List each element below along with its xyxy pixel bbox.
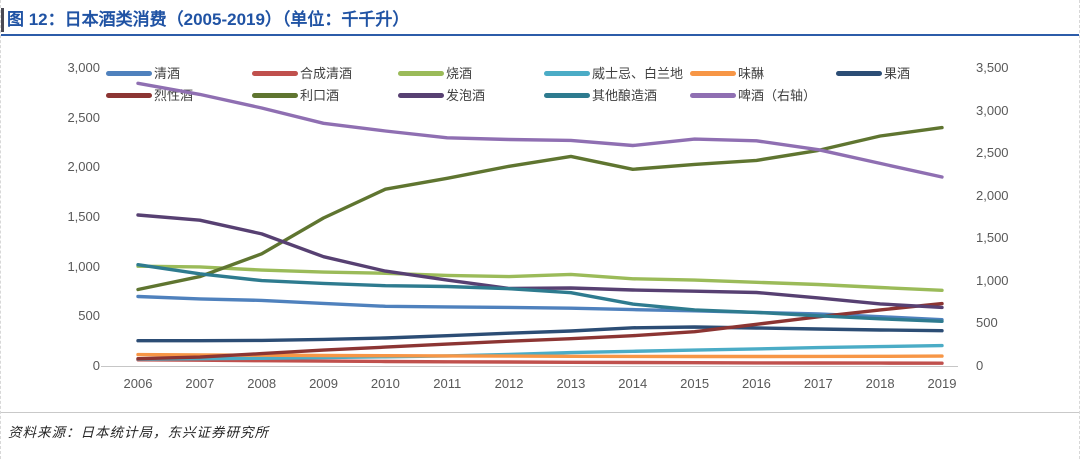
x-axis-tick: 2014 bbox=[618, 376, 648, 391]
title-divider bbox=[1, 34, 1079, 36]
series-line-9 bbox=[136, 213, 944, 310]
legend-item-7: 烈性酒 bbox=[106, 85, 194, 103]
x-axis-tick: 2017 bbox=[803, 376, 833, 391]
right-axis-tick: 1,500 bbox=[976, 230, 1009, 246]
legend-item-6: 果酒 bbox=[836, 63, 911, 81]
left-axis-tick: 2,000 bbox=[67, 159, 100, 175]
legend-label: 威士忌、白兰地 bbox=[592, 66, 684, 81]
left-axis-tick: 0 bbox=[92, 358, 100, 373]
left-axis-tick: 3,000 bbox=[67, 60, 100, 75]
x-axis-tick: 2010 bbox=[370, 376, 400, 391]
legend-swatch-icon bbox=[544, 71, 590, 76]
legend-item-1: 清酒 bbox=[106, 63, 181, 81]
legend-swatch-icon bbox=[398, 71, 444, 76]
figure-title-bar: 图 12：日本酒类消费（2005-2019）（单位：千千升） bbox=[1, 7, 409, 33]
x-axis-tick: 2011 bbox=[433, 376, 462, 391]
legend-swatch-icon bbox=[106, 71, 152, 76]
title-accent-bar bbox=[1, 8, 4, 32]
series-line-8 bbox=[136, 125, 944, 292]
x-axis-tick: 2018 bbox=[865, 376, 895, 391]
legend-item-2: 合成清酒 bbox=[252, 63, 353, 81]
left-axis-tick: 2,500 bbox=[67, 109, 100, 125]
series-line-1 bbox=[136, 294, 944, 322]
legend-swatch-icon bbox=[252, 93, 298, 98]
legend-label: 味醂 bbox=[738, 66, 765, 81]
series-line-2 bbox=[136, 358, 944, 365]
footer-divider bbox=[1, 412, 1079, 413]
legend-label: 果酒 bbox=[884, 66, 911, 81]
figure-title: 图 12：日本酒类消费（2005-2019）（单位：千千升） bbox=[7, 10, 410, 29]
right-axis-tick: 3,500 bbox=[976, 60, 1009, 75]
right-axis-tick: 500 bbox=[976, 315, 998, 331]
x-axis-tick: 2013 bbox=[556, 376, 586, 391]
legend-label: 烈性酒 bbox=[154, 88, 194, 103]
legend-label: 合成清酒 bbox=[300, 66, 353, 81]
right-axis-tick: 2,000 bbox=[976, 187, 1009, 203]
legend-swatch-icon bbox=[398, 93, 444, 98]
source-note: 资料来源：日本统计局，东兴证券研究所 bbox=[8, 425, 269, 441]
legend-item-5: 味醂 bbox=[690, 63, 765, 81]
legend-swatch-icon bbox=[252, 71, 298, 76]
legend-swatch-icon bbox=[836, 71, 882, 76]
x-axis-tick: 2009 bbox=[309, 376, 338, 391]
x-axis-tick: 2006 bbox=[123, 376, 153, 391]
x-axis-tick: 2007 bbox=[185, 376, 215, 391]
right-axis-tick: 2,500 bbox=[976, 145, 1009, 161]
series-line-7 bbox=[136, 301, 944, 361]
right-axis-tick: 1,000 bbox=[976, 272, 1009, 288]
right-axis-tick: 3,000 bbox=[976, 102, 1009, 118]
series-line-5 bbox=[136, 352, 944, 359]
series-line-3 bbox=[136, 264, 944, 292]
x-axis-tick: 2019 bbox=[927, 376, 957, 391]
legend-item-4: 威士忌、白兰地 bbox=[544, 63, 684, 81]
legend-label: 清酒 bbox=[154, 66, 181, 81]
x-axis-tick: 2012 bbox=[494, 376, 524, 391]
series-line-6 bbox=[136, 325, 944, 343]
left-axis-tick: 1,500 bbox=[67, 209, 100, 224]
legend-item-10: 其他酿造酒 bbox=[544, 85, 658, 103]
legend-label: 发泡酒 bbox=[446, 88, 486, 103]
right-axis-tick: 0 bbox=[976, 358, 984, 373]
legend-item-8: 利口酒 bbox=[252, 85, 340, 103]
x-axis-tick: 2015 bbox=[680, 376, 710, 391]
legend-label: 啤酒（右轴） bbox=[738, 88, 817, 103]
legend-swatch-icon bbox=[106, 93, 152, 98]
legend-item-11: 啤酒（右轴） bbox=[690, 85, 817, 103]
legend-label: 利口酒 bbox=[300, 88, 340, 103]
legend-label: 烧酒 bbox=[446, 66, 473, 81]
legend-item-9: 发泡酒 bbox=[398, 85, 486, 103]
x-axis-tick: 2008 bbox=[247, 376, 277, 391]
legend-label: 其他酿造酒 bbox=[592, 88, 658, 103]
left-axis-tick: 500 bbox=[78, 308, 100, 324]
legend-swatch-icon bbox=[690, 93, 736, 98]
legend-swatch-icon bbox=[544, 93, 590, 98]
series-line-4 bbox=[136, 343, 944, 361]
x-axis-tick: 2016 bbox=[741, 376, 771, 391]
series-line-10 bbox=[136, 263, 944, 323]
left-axis-tick: 1,000 bbox=[67, 258, 100, 274]
legend-swatch-icon bbox=[690, 71, 736, 76]
legend-item-3: 烧酒 bbox=[398, 63, 473, 81]
